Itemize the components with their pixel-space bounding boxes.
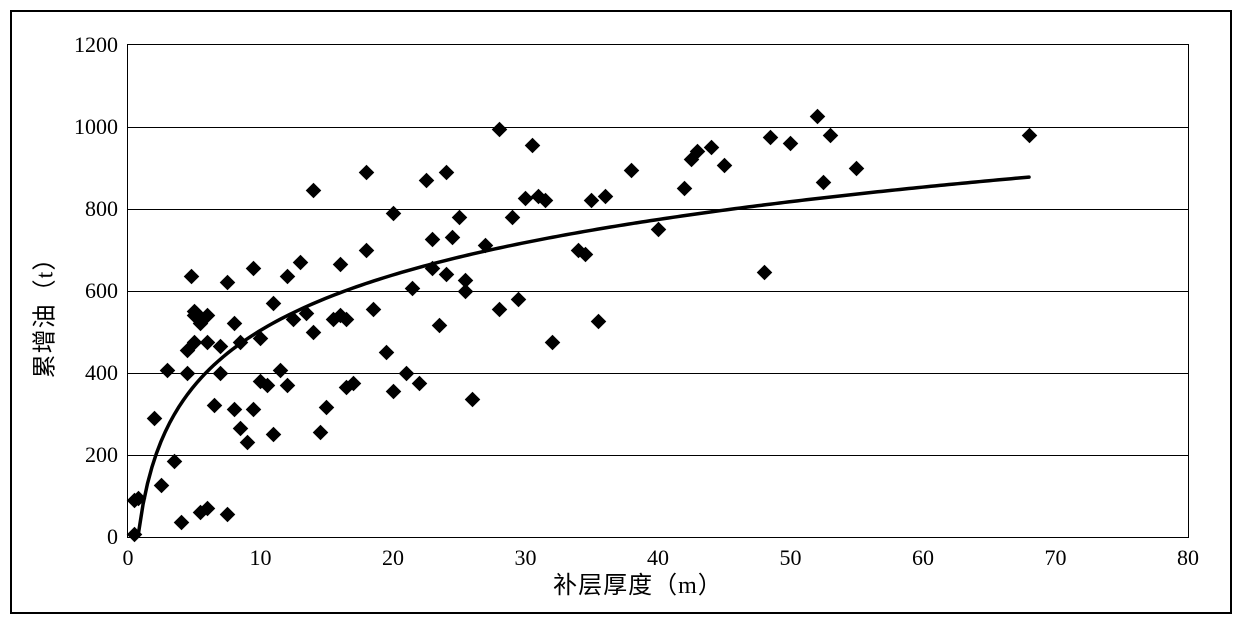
y-tick-label: 400	[85, 360, 118, 386]
x-tick-label: 10	[250, 545, 272, 571]
y-tick-label: 1200	[74, 32, 118, 58]
plot-area: 02004006008001000120001020304050607080	[127, 44, 1189, 538]
x-tick-label: 30	[515, 545, 537, 571]
y-tick-label: 0	[107, 524, 118, 550]
x-tick-label: 80	[1177, 545, 1199, 571]
x-tick-label: 60	[912, 545, 934, 571]
gridline-h	[128, 209, 1188, 210]
chart-frame: 累增油（t） 补层厚度（m） 0200400600800100012000102…	[10, 10, 1232, 614]
x-tick-label: 70	[1045, 545, 1067, 571]
gridline-h	[128, 291, 1188, 292]
y-tick-label: 1000	[74, 114, 118, 140]
y-tick-label: 600	[85, 278, 118, 304]
x-tick-label: 20	[382, 545, 404, 571]
gridline-h	[128, 373, 1188, 374]
gridline-h	[128, 455, 1188, 456]
x-tick-label: 0	[123, 545, 134, 571]
x-tick-label: 40	[647, 545, 669, 571]
y-axis-label: 累增油（t）	[25, 246, 60, 379]
y-tick-label: 200	[85, 442, 118, 468]
x-tick-label: 50	[780, 545, 802, 571]
y-tick-label: 800	[85, 196, 118, 222]
x-axis-label: 补层厚度（m）	[553, 565, 723, 600]
